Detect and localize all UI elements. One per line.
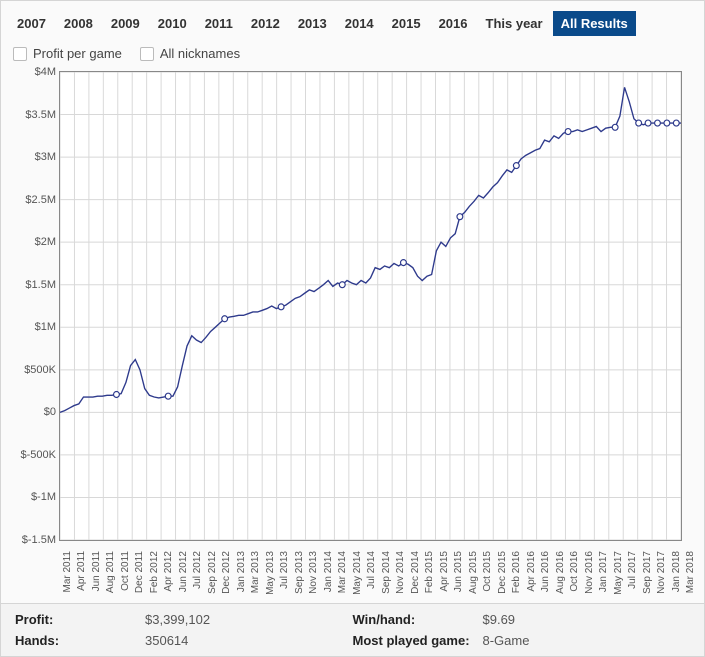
yaxis-tick: $1M (35, 321, 56, 333)
xaxis-tick: Jan 2014 (323, 551, 334, 592)
tab-2016[interactable]: 2016 (431, 11, 476, 36)
xaxis-tick: Feb 2012 (149, 551, 160, 593)
yaxis-tick: $4M (35, 66, 56, 78)
chart-options: Profit per game All nicknames (1, 42, 704, 71)
xaxis-tick: Dec 2011 (134, 551, 145, 593)
tab-2011[interactable]: 2011 (197, 11, 241, 36)
tab-2008[interactable]: 2008 (56, 11, 101, 36)
profit-chart: $4M$3.5M$3M$2.5M$2M$1.5M$1M$500K$0$-500K… (59, 71, 682, 541)
stat-hands: Hands: 350614 (15, 633, 353, 648)
xaxis-tick: Aug 2015 (468, 551, 479, 594)
xaxis-tick: Nov 2017 (656, 551, 667, 594)
tab-this-year[interactable]: This year (478, 11, 551, 36)
xaxis-tick: Nov 2013 (308, 551, 319, 594)
yaxis-tick: $2M (35, 236, 56, 248)
tab-2013[interactable]: 2013 (290, 11, 335, 36)
tab-2009[interactable]: 2009 (103, 11, 148, 36)
yaxis-tick: $2.5M (25, 194, 56, 206)
tab-all-results[interactable]: All Results (553, 11, 636, 36)
yaxis-tick: $1.5M (25, 279, 56, 291)
yaxis-tick: $-1M (31, 491, 56, 503)
yaxis-tick: $-1.5M (22, 534, 56, 546)
xaxis-tick: Dec 2015 (497, 551, 508, 594)
tab-2012[interactable]: 2012 (243, 11, 288, 36)
xaxis-tick: Jun 2011 (91, 551, 102, 591)
opt-all-nicknames[interactable]: All nicknames (140, 46, 240, 61)
xaxis-tick: Oct 2015 (482, 551, 493, 592)
xaxis-tick: Sep 2013 (294, 551, 305, 594)
y-axis-labels: $4M$3.5M$3M$2.5M$2M$1.5M$1M$500K$0$-500K… (22, 72, 58, 540)
xaxis-tick: Mar 2013 (250, 551, 261, 593)
stat-most-played: Most played game: 8-Game (353, 633, 691, 648)
xaxis-tick: Jun 2016 (540, 551, 551, 592)
yaxis-tick: $0 (44, 406, 56, 418)
stat-winhand: Win/hand: $9.69 (353, 612, 691, 627)
checkbox-icon (140, 47, 154, 61)
xaxis-tick: Dec 2014 (410, 551, 421, 594)
year-tabbar: 2007200820092010201120122013201420152016… (1, 1, 704, 42)
xaxis-tick: Jan 2018 (671, 551, 682, 592)
chart-svg (60, 72, 681, 540)
opt-profit-per-game[interactable]: Profit per game (13, 46, 122, 61)
xaxis-tick: Jul 2017 (627, 551, 638, 589)
tab-2007[interactable]: 2007 (9, 11, 54, 36)
xaxis-tick: Jul 2014 (366, 551, 377, 589)
yaxis-tick: $3.5M (25, 109, 56, 121)
xaxis-tick: Apr 2015 (439, 551, 450, 592)
yaxis-tick: $-500K (21, 449, 56, 461)
stat-profit: Profit: $3,399,102 (15, 612, 353, 627)
xaxis-tick: Nov 2016 (584, 551, 595, 594)
xaxis-tick: Sep 2014 (381, 551, 392, 594)
xaxis-tick: Jul 2012 (192, 551, 203, 589)
xaxis-tick: Sep 2012 (207, 551, 218, 594)
xaxis-tick: Jul 2013 (279, 551, 290, 589)
yaxis-tick: $500K (24, 364, 56, 376)
opt-label: All nicknames (160, 46, 240, 61)
xaxis-tick: Feb 2015 (424, 551, 435, 593)
opt-label: Profit per game (33, 46, 122, 61)
yaxis-tick: $3M (35, 151, 56, 163)
xaxis-tick: Dec 2012 (221, 551, 232, 594)
xaxis-tick: May 2017 (613, 551, 624, 595)
xaxis-tick: Mar 2011 (62, 551, 73, 593)
x-axis-labels: Mar 2011Apr 2011 Jun 2011Aug 2011 Oct 2011… (59, 551, 682, 603)
xaxis-tick: Aug 2011 (105, 551, 116, 593)
xaxis-tick: Jan 2013 (236, 551, 247, 592)
xaxis-tick: Apr 2011 (76, 551, 87, 591)
xaxis-tick: Oct 2016 (569, 551, 580, 592)
xaxis-tick: Oct 2011 (120, 551, 131, 591)
xaxis-tick: Jan 2017 (598, 551, 609, 592)
stats-bar: Profit: $3,399,102 Hands: 350614 Win/han… (1, 603, 704, 656)
tab-2010[interactable]: 2010 (150, 11, 195, 36)
xaxis-tick: Feb 2016 (511, 551, 522, 593)
xaxis-tick: May 2013 (265, 551, 276, 595)
xaxis-tick: May 2014 (352, 551, 363, 595)
xaxis-tick: Apr 2012 (163, 551, 174, 592)
results-panel: 2007200820092010201120122013201420152016… (0, 0, 705, 657)
checkbox-icon (13, 47, 27, 61)
xaxis-tick: Jun 2015 (453, 551, 464, 592)
tab-2014[interactable]: 2014 (337, 11, 382, 36)
tab-2015[interactable]: 2015 (384, 11, 429, 36)
xaxis-tick: Aug 2016 (555, 551, 566, 594)
xaxis-tick: Sep 2017 (642, 551, 653, 594)
xaxis-tick: Nov 2014 (395, 551, 406, 594)
xaxis-tick: Mar 2018 (685, 551, 696, 593)
xaxis-tick: Apr 2016 (526, 551, 537, 592)
xaxis-tick: Mar 2014 (337, 551, 348, 593)
xaxis-tick: Jun 2012 (178, 551, 189, 592)
